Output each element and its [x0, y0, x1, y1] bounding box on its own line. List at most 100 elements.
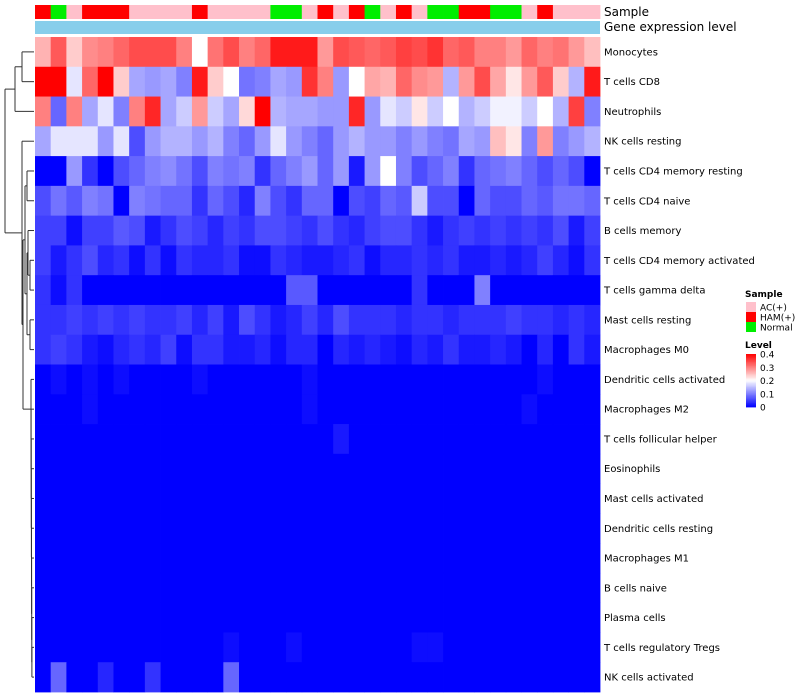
heatmap-cell: [82, 156, 99, 187]
heatmap-cell: [35, 543, 52, 574]
heatmap-cell: [50, 245, 67, 276]
heatmap-cell: [129, 304, 146, 336]
heatmap-cell: [301, 483, 318, 514]
heatmap-cell: [223, 513, 240, 544]
heatmap-cell: [474, 185, 491, 217]
heatmap-cell: [364, 602, 381, 633]
heatmap-cell: [537, 156, 554, 187]
level-legend: Level 0.4 0.3 0.2 0.1 0: [745, 341, 775, 414]
heatmap-cell: [50, 513, 67, 544]
heatmap-cell: [521, 66, 538, 97]
heatmap-cell: [144, 96, 161, 127]
level-colorbar-segment: [746, 365, 756, 368]
heatmap-cell: [348, 394, 365, 425]
heatmap-cell: [191, 215, 209, 246]
heatmap-cell: [223, 543, 240, 574]
heatmap-cell: [223, 215, 240, 246]
heatmap-cell: [427, 572, 444, 604]
sample-annotation-cell: [144, 5, 161, 19]
level-colorbar-segment: [746, 380, 756, 383]
heatmap-cell: [380, 185, 397, 217]
row-label: T cells gamma delta: [603, 286, 705, 297]
heatmap-cell: [82, 96, 99, 127]
heatmap-cell: [427, 483, 444, 514]
heatmap-cell: [552, 96, 570, 127]
heatmap-cell: [97, 572, 114, 604]
heatmap-cell: [348, 632, 365, 663]
heatmap-cell: [270, 453, 287, 484]
heatmap-cell: [427, 602, 444, 633]
heatmap-cell: [35, 453, 52, 484]
heatmap-cell: [113, 632, 130, 663]
heatmap-cell: [537, 424, 554, 455]
level-colorbar-segment: [746, 359, 756, 362]
heatmap-cell: [537, 394, 554, 425]
heatmap-cell: [191, 96, 209, 127]
heatmap-cell: [364, 96, 381, 127]
heatmap-cell: [380, 602, 397, 633]
heatmap-cell: [160, 275, 177, 306]
sample-annotation-cell: [568, 5, 585, 19]
heatmap-cell: [66, 126, 83, 157]
heatmap-cell: [35, 275, 52, 306]
heatmap-cell: [552, 66, 570, 97]
heatmap-cell: [364, 394, 381, 425]
heatmap-cell: [380, 483, 397, 514]
heatmap-cell: [348, 66, 365, 97]
heatmap-cell: [191, 424, 209, 455]
heatmap-cell: [380, 662, 397, 693]
heatmap-cell: [176, 632, 193, 663]
heatmap-cell: [380, 543, 397, 574]
heatmap-cell: [364, 662, 381, 693]
sample-annotation-cell: [552, 5, 570, 19]
heatmap-cell: [239, 572, 256, 604]
heatmap-cell: [160, 66, 177, 97]
heatmap-cell: [286, 483, 303, 514]
heatmap-cell: [380, 394, 397, 425]
heatmap-cell: [35, 126, 52, 157]
heatmap-cell: [254, 304, 271, 336]
heatmap-cell: [411, 66, 428, 97]
heatmap-cell: [239, 453, 256, 484]
level-colorbar-segment: [746, 354, 756, 356]
heatmap-cell: [348, 543, 365, 574]
heatmap-cell: [239, 304, 256, 336]
heatmap-cell: [254, 66, 271, 97]
level-colorbar-segment: [746, 385, 756, 388]
row-label: Dendritic cells activated: [604, 375, 725, 386]
heatmap-cell: [97, 156, 114, 187]
heatmap-cell: [474, 513, 491, 544]
heatmap-cell: [395, 424, 413, 455]
heatmap-cell: [474, 334, 491, 365]
heatmap-cell: [113, 66, 130, 97]
heatmap-cell: [333, 334, 350, 365]
heatmap-cell: [97, 513, 114, 544]
heatmap-cell: [270, 304, 287, 336]
heatmap-cell: [537, 483, 554, 514]
heatmap-cell: [458, 513, 475, 544]
heatmap-cell: [474, 394, 491, 425]
level-colorbar-segment: [746, 396, 756, 399]
heatmap-cell: [333, 304, 350, 336]
heatmap-cell: [254, 37, 271, 68]
heatmap-cell: [239, 245, 256, 276]
heatmap-cell: [411, 275, 428, 306]
heatmap-cell: [66, 66, 83, 97]
sample-annotation-cell: [584, 5, 601, 19]
heatmap-cell: [364, 215, 381, 246]
level-colorbar-segment: [746, 375, 756, 377]
heatmap-cell: [286, 96, 303, 127]
heatmap-cell: [521, 632, 538, 663]
heatmap-cell: [207, 602, 224, 633]
heatmap-cell: [144, 304, 161, 336]
heatmap-cell: [207, 275, 224, 306]
heatmap-cell: [207, 304, 224, 336]
heatmap-cell: [239, 602, 256, 633]
row-labels: Monocytes T cells CD8 Neutrophils NK cells …: [603, 47, 755, 683]
heatmap-cell: [66, 215, 83, 246]
sample-legend-label: Normal: [760, 324, 793, 334]
heatmap-cell: [191, 662, 209, 693]
heatmap-cell: [129, 215, 146, 246]
heatmap-cell: [50, 572, 67, 604]
heatmap-cell: [239, 662, 256, 693]
